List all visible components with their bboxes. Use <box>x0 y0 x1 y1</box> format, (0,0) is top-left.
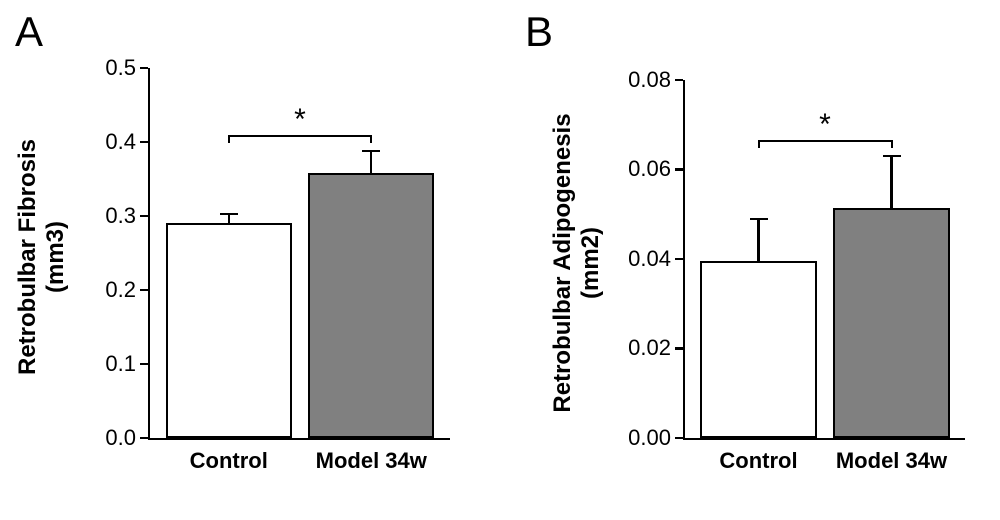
y-tick-label: 0.06 <box>628 156 671 182</box>
y-tick-label: 0.02 <box>628 335 671 361</box>
error-bar-cap <box>220 213 238 215</box>
y-tick-label: 0.00 <box>628 425 671 451</box>
significance-tick <box>228 135 230 143</box>
y-tick <box>140 363 148 365</box>
y-axis <box>148 68 150 440</box>
y-tick <box>140 141 148 143</box>
y-tick <box>675 79 683 81</box>
error-bar <box>370 151 372 173</box>
error-bar <box>757 219 759 262</box>
x-axis <box>148 438 450 440</box>
significance-tick <box>370 135 372 143</box>
y-tick-label: 0.04 <box>628 246 671 272</box>
significance-star: * <box>805 108 845 142</box>
y-axis <box>683 80 685 440</box>
y-tick-label: 0.0 <box>105 425 136 451</box>
y-tick <box>140 67 148 69</box>
panel-label-a: A <box>15 8 43 56</box>
y-tick-label: 0.3 <box>105 203 136 229</box>
bar <box>700 261 818 438</box>
y-tick-label: 0.5 <box>105 55 136 81</box>
significance-tick <box>891 140 893 148</box>
x-category-label: Control <box>146 448 312 474</box>
panel-label-b: B <box>525 8 553 56</box>
error-bar <box>228 214 230 224</box>
error-bar-cap <box>750 218 768 220</box>
bar <box>308 173 434 438</box>
y-tick <box>140 437 148 439</box>
error-bar <box>890 156 892 207</box>
error-bar-cap <box>362 150 380 152</box>
error-bar-cap <box>883 155 901 157</box>
y-tick <box>675 168 683 170</box>
y-axis-title: Retrobulbar Adipogenesis (mm2) <box>549 84 605 442</box>
y-axis-title: Retrobulbar Fibrosis (mm3) <box>14 72 70 442</box>
significance-tick <box>758 140 760 148</box>
y-tick-label: 0.4 <box>105 129 136 155</box>
y-tick-label: 0.1 <box>105 351 136 377</box>
bar <box>166 223 292 438</box>
x-category-label: Model 34w <box>288 448 454 474</box>
y-tick-label: 0.2 <box>105 277 136 303</box>
y-tick <box>140 215 148 217</box>
y-tick <box>675 258 683 260</box>
y-tick <box>140 289 148 291</box>
x-axis <box>683 438 965 440</box>
significance-star: * <box>280 103 320 137</box>
x-category-label: Model 34w <box>813 448 971 474</box>
y-tick-label: 0.08 <box>628 67 671 93</box>
bar <box>833 208 951 438</box>
y-tick <box>675 347 683 349</box>
y-tick <box>675 437 683 439</box>
